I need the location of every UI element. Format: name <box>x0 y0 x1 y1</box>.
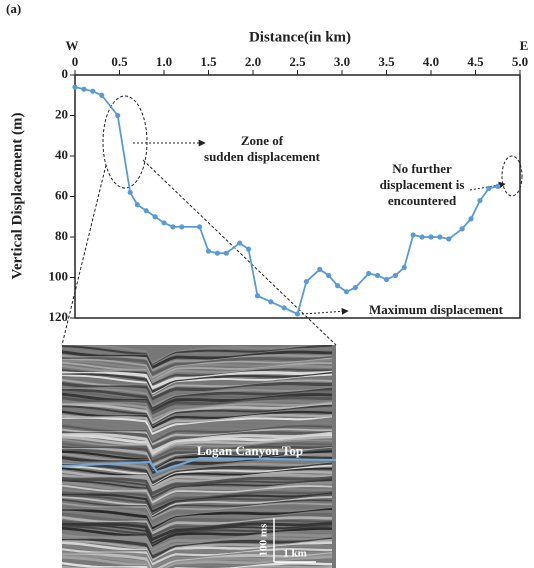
data-point <box>135 202 140 207</box>
y-title: Vertical Displacement (m) <box>9 113 25 280</box>
data-point <box>353 285 358 290</box>
x-tick-label: 5.0 <box>512 54 528 69</box>
data-point <box>161 220 166 225</box>
annotation: Maximum displacement <box>369 302 504 317</box>
data-point <box>206 249 211 254</box>
data-point <box>460 226 465 231</box>
data-point <box>81 87 86 92</box>
data-point <box>468 216 473 221</box>
horizon-label: Logan Canyon Top <box>197 443 303 458</box>
x-title: Distance(in km) <box>249 29 351 45</box>
x-tick-label: 4.0 <box>423 54 439 69</box>
data-point <box>366 271 371 276</box>
x-tick-label: 0.5 <box>111 54 128 69</box>
x-tick-label: 3.0 <box>334 54 350 69</box>
annotation: sudden displacement <box>204 149 321 164</box>
data-point <box>411 232 416 237</box>
data-point <box>437 234 442 239</box>
x-tick-label: 1.0 <box>156 54 172 69</box>
annotation: displacement is <box>380 177 465 192</box>
x-tick-label: 0 <box>72 54 79 69</box>
data-point <box>335 283 340 288</box>
data-point <box>344 289 349 294</box>
data-point <box>402 265 407 270</box>
data-point <box>486 186 491 191</box>
data-point <box>170 224 175 229</box>
data-point <box>384 277 389 282</box>
annotation: No further <box>392 161 452 176</box>
distance-scale-label: 1 km <box>283 548 307 560</box>
x-tick-label: 4.5 <box>467 54 484 69</box>
y-tick-label: 20 <box>55 106 68 121</box>
y-tick-label: 80 <box>55 228 68 243</box>
data-point <box>90 89 95 94</box>
end-ellipse <box>502 156 522 196</box>
data-point <box>268 299 273 304</box>
figure: (a) Distance(in km) W E Vertical Displac… <box>0 0 534 568</box>
time-scale-label: 100 ms <box>258 523 270 556</box>
x-tick-label: 1.5 <box>200 54 217 69</box>
data-point <box>224 251 229 256</box>
data-point <box>115 113 120 118</box>
y-tick-label: 40 <box>55 147 68 162</box>
data-point <box>128 190 133 195</box>
zone-ellipse <box>103 96 147 188</box>
data-point <box>153 214 158 219</box>
y-tick-label: 120 <box>49 309 69 324</box>
data-point <box>420 234 425 239</box>
data-point <box>179 224 184 229</box>
y-tick-label: 60 <box>55 187 68 202</box>
data-point <box>72 85 77 90</box>
data-point <box>326 273 331 278</box>
panel-label: (a) <box>6 1 21 16</box>
y-tick-label: 100 <box>49 268 69 283</box>
data-point <box>446 236 451 241</box>
data-point <box>428 234 433 239</box>
data-point <box>304 279 309 284</box>
data-point <box>495 184 500 189</box>
west-label: W <box>66 38 79 53</box>
annotation: Zone of <box>241 133 284 148</box>
arrow <box>302 311 348 314</box>
data-point <box>282 305 287 310</box>
data-point <box>477 198 482 203</box>
data-point <box>99 93 104 98</box>
east-label: E <box>520 38 529 53</box>
data-point <box>295 311 300 316</box>
data-point <box>317 267 322 272</box>
data-point <box>255 293 260 298</box>
data-point <box>237 240 242 245</box>
data-point <box>197 224 202 229</box>
data-point <box>375 273 380 278</box>
x-tick-label: 2.5 <box>289 54 306 69</box>
y-tick-label: 0 <box>62 66 69 81</box>
data-point <box>215 251 220 256</box>
data-point <box>246 247 251 252</box>
data-point <box>393 273 398 278</box>
x-tick-label: 3.5 <box>378 54 395 69</box>
data-point <box>144 208 149 213</box>
annotation: encountered <box>388 193 457 208</box>
x-tick-label: 2.0 <box>245 54 261 69</box>
